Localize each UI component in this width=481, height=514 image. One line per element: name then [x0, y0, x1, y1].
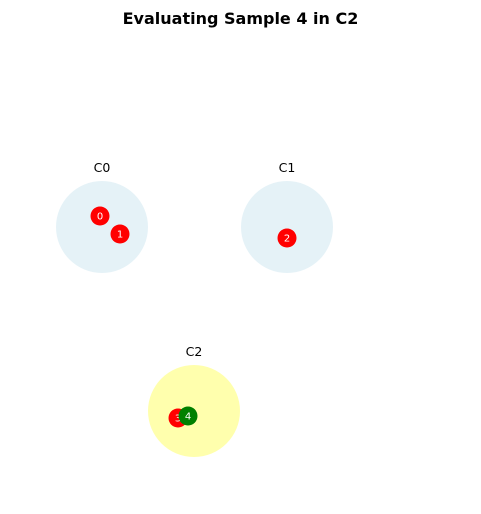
sample-1-label: 1: [117, 230, 123, 241]
sample-4-marker: [178, 406, 198, 426]
cluster-c2: C2 3 4: [148, 344, 240, 457]
sample-4-label: 4: [185, 412, 191, 423]
sample-0-marker: [90, 206, 110, 226]
cluster-c0-region: [56, 181, 148, 273]
cluster-c2-label: C2: [186, 344, 203, 359]
cluster-c1-region: [241, 181, 333, 273]
sample-2: 2: [277, 228, 297, 248]
sample-3-label: 3: [175, 414, 181, 425]
diagram-title: Evaluating Sample 4 in C2: [123, 9, 359, 28]
cluster-c0: C0 0 1: [56, 160, 148, 273]
cluster-c0-label: C0: [94, 160, 111, 175]
sample-4: 4: [178, 406, 198, 426]
sample-0: 0: [90, 206, 110, 226]
sample-0-label: 0: [97, 212, 103, 223]
cluster-c1: C1 2: [241, 160, 333, 273]
sample-2-label: 2: [284, 234, 290, 245]
sample-2-marker: [277, 228, 297, 248]
sample-1: 1: [110, 224, 130, 244]
sample-1-marker: [110, 224, 130, 244]
cluster-c1-label: C1: [279, 160, 296, 175]
